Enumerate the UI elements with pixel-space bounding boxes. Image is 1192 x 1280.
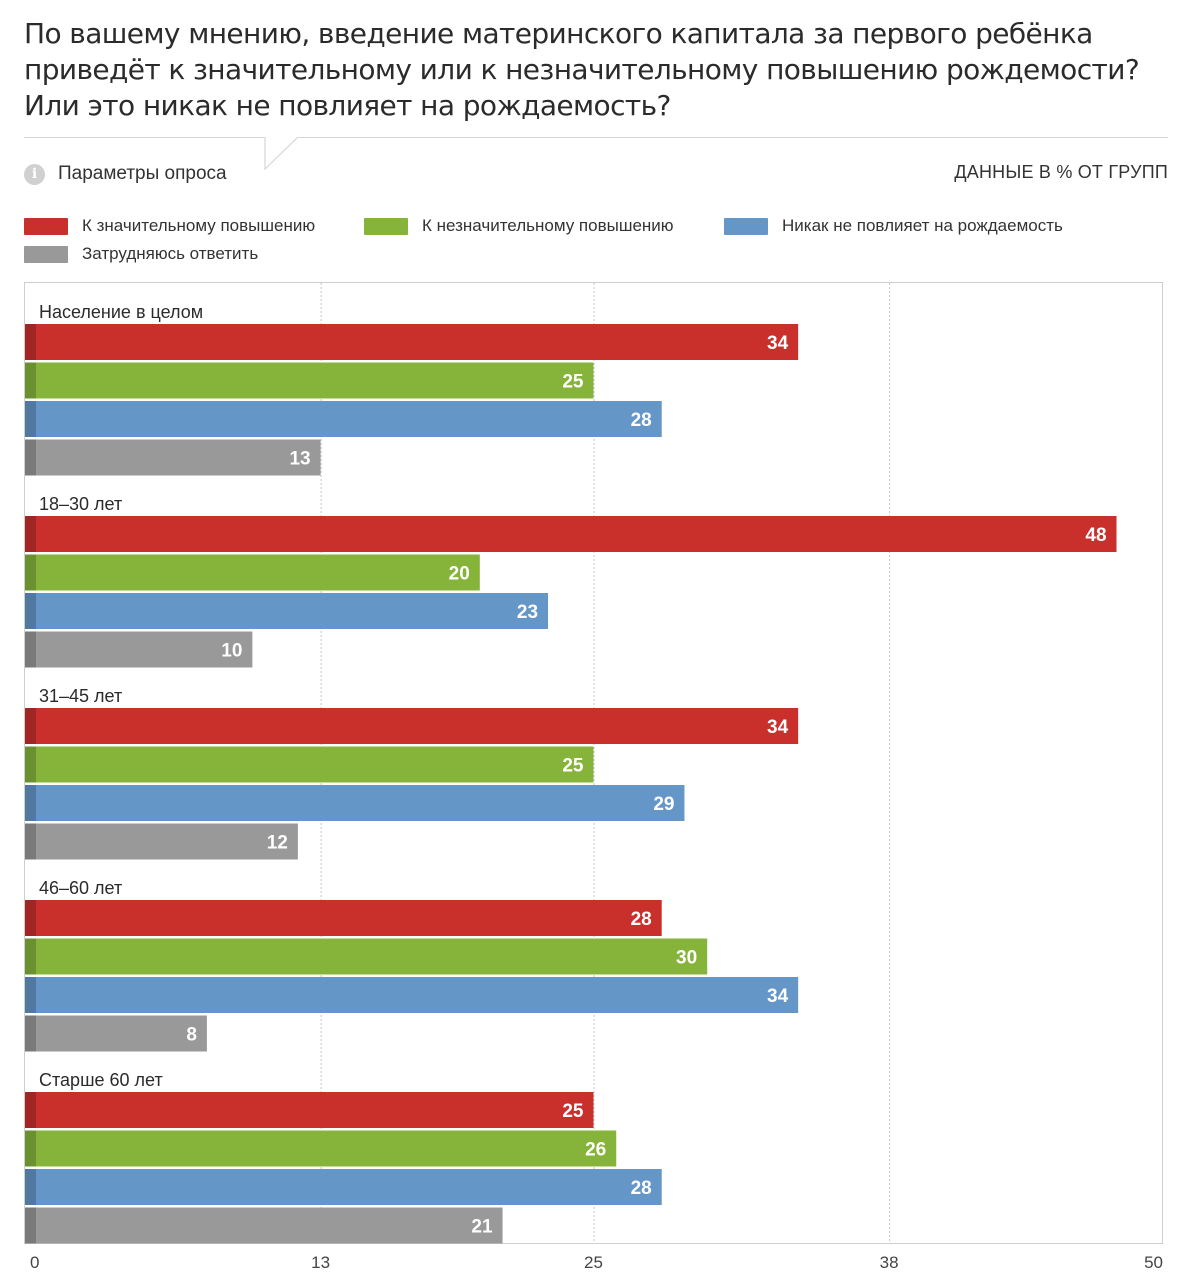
bar-value-label: 23	[517, 602, 538, 623]
legend-label: Затрудняюсь ответить	[82, 244, 259, 263]
bar	[25, 823, 298, 860]
group-label: Старше 60 лет	[39, 1070, 163, 1090]
bar-value-label: 20	[449, 564, 470, 585]
bar-edge	[25, 631, 36, 668]
bar-edge	[25, 746, 36, 783]
units-label: ДАННЫЕ В % ОТ ГРУПП	[954, 162, 1168, 182]
bar-edge	[25, 977, 36, 1013]
bar	[25, 900, 662, 936]
group-label: 31–45 лет	[39, 686, 122, 706]
bar-value-label: 26	[585, 1140, 606, 1161]
bar-value-label: 28	[631, 1178, 652, 1199]
survey-params-toggle[interactable]: i Параметры опроса	[24, 160, 227, 188]
group-label: 18–30 лет	[39, 494, 122, 514]
bar-edge	[25, 900, 36, 936]
chart-title: По вашему мнению, введение материнского …	[24, 16, 1174, 124]
bar-value-label: 12	[267, 833, 288, 854]
bar-edge	[25, 1092, 36, 1128]
bar-value-label: 25	[562, 756, 584, 777]
bar-edge	[25, 362, 36, 399]
bar-value-label: 13	[289, 449, 310, 470]
bar-edge	[25, 1169, 36, 1205]
separator-notch	[262, 137, 299, 171]
title-line-2: приведёт к значительному или к незначите…	[24, 53, 1140, 86]
bar-value-label: 30	[676, 948, 697, 969]
bar	[25, 401, 662, 437]
legend-swatch-green	[364, 217, 408, 235]
x-tick-label: 25	[584, 1253, 603, 1272]
bar-edge	[25, 439, 36, 476]
bar-edge	[25, 554, 36, 591]
title-line-3: Или это никак не повлияет на рождаемость…	[24, 89, 671, 122]
legend-label: Никак не повлияет на рождаемость	[782, 216, 1063, 235]
bar-value-label: 28	[631, 410, 652, 431]
bar	[25, 516, 1117, 552]
bar-edge	[25, 1130, 36, 1167]
bar	[25, 938, 708, 975]
bar-edge	[25, 785, 36, 821]
separator-left	[24, 137, 264, 138]
chart-frame	[24, 282, 1163, 1244]
legend-item-significant[interactable]: К значительному повышению	[24, 212, 315, 240]
bar	[25, 746, 594, 783]
bar	[25, 785, 685, 821]
bar-edge	[25, 401, 36, 437]
bar-value-label: 34	[767, 333, 789, 354]
bar-value-label: 8	[186, 1025, 197, 1046]
bar-value-label: 21	[471, 1217, 493, 1238]
bar-value-label: 48	[1085, 525, 1106, 546]
bar	[25, 1015, 207, 1052]
bar-value-label: 10	[221, 641, 242, 662]
info-icon: i	[24, 163, 45, 185]
legend-item-no-effect[interactable]: Никак не повлияет на рождаемость	[724, 212, 1063, 240]
legend-swatch-gray	[24, 245, 68, 263]
legend-swatch-red	[24, 217, 68, 235]
bar-edge	[25, 593, 36, 629]
bar-edge	[25, 823, 36, 860]
survey-params-label: Параметры опроса	[58, 163, 227, 184]
group-label: Население в целом	[39, 302, 203, 322]
bar-edge	[25, 324, 36, 360]
separator-right	[297, 137, 1168, 138]
legend-label: К незначительному повышению	[422, 216, 674, 235]
legend-swatch-blue	[724, 217, 768, 235]
bar-value-label: 34	[767, 717, 789, 738]
bar	[25, 554, 480, 591]
bar	[25, 708, 799, 744]
bar-value-label: 34	[767, 986, 789, 1007]
group-label: 46–60 лет	[39, 878, 122, 898]
x-tick-label: 38	[880, 1253, 899, 1272]
bar-value-label: 28	[631, 909, 652, 930]
bar	[25, 1130, 617, 1167]
bar	[25, 324, 799, 360]
title-line-1: По вашему мнению, введение материнского …	[24, 17, 1093, 50]
bar	[25, 593, 549, 629]
legend: К значительному повышению К незначительн…	[24, 212, 1174, 268]
bar	[25, 977, 799, 1013]
bar-value-label: 25	[562, 1101, 584, 1122]
legend-item-dont-know[interactable]: Затрудняюсь ответить	[24, 240, 258, 268]
legend-item-insignificant[interactable]: К незначительному повышению	[364, 212, 674, 240]
bar-edge	[25, 938, 36, 975]
legend-label: К значительному повышению	[82, 216, 316, 235]
bar-value-label: 25	[562, 372, 584, 393]
bar	[25, 631, 253, 668]
bar	[25, 1169, 662, 1205]
x-tick-label: 13	[311, 1253, 330, 1272]
bar	[25, 439, 321, 476]
bar-edge	[25, 708, 36, 744]
bar	[25, 1092, 594, 1128]
bar-edge	[25, 1207, 36, 1244]
bar	[25, 1207, 503, 1244]
x-tick-label: 0	[30, 1253, 39, 1272]
bar	[25, 362, 594, 399]
bar-edge	[25, 516, 36, 552]
bar-value-label: 29	[653, 794, 674, 815]
bar-edge	[25, 1015, 36, 1052]
x-tick-label: 50	[1144, 1253, 1163, 1272]
